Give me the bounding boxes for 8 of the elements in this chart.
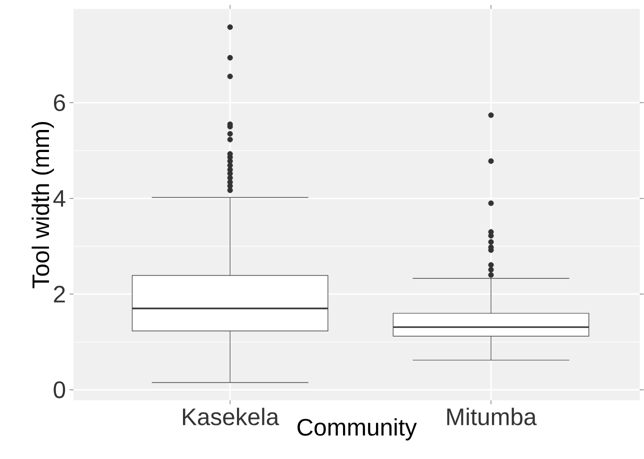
y-tick-label: 4: [53, 190, 66, 207]
x-tick-label: Mitumba: [447, 408, 537, 426]
x-tick-label: Kasekela: [182, 408, 280, 426]
y-tick-label: 2: [54, 286, 65, 302]
y-tick-label: 0: [54, 381, 66, 398]
y-axis-title: Tool width (mm): [32, 122, 54, 288]
y-tick-label: 6: [54, 94, 65, 112]
x-axis-title: Community: [298, 418, 417, 440]
